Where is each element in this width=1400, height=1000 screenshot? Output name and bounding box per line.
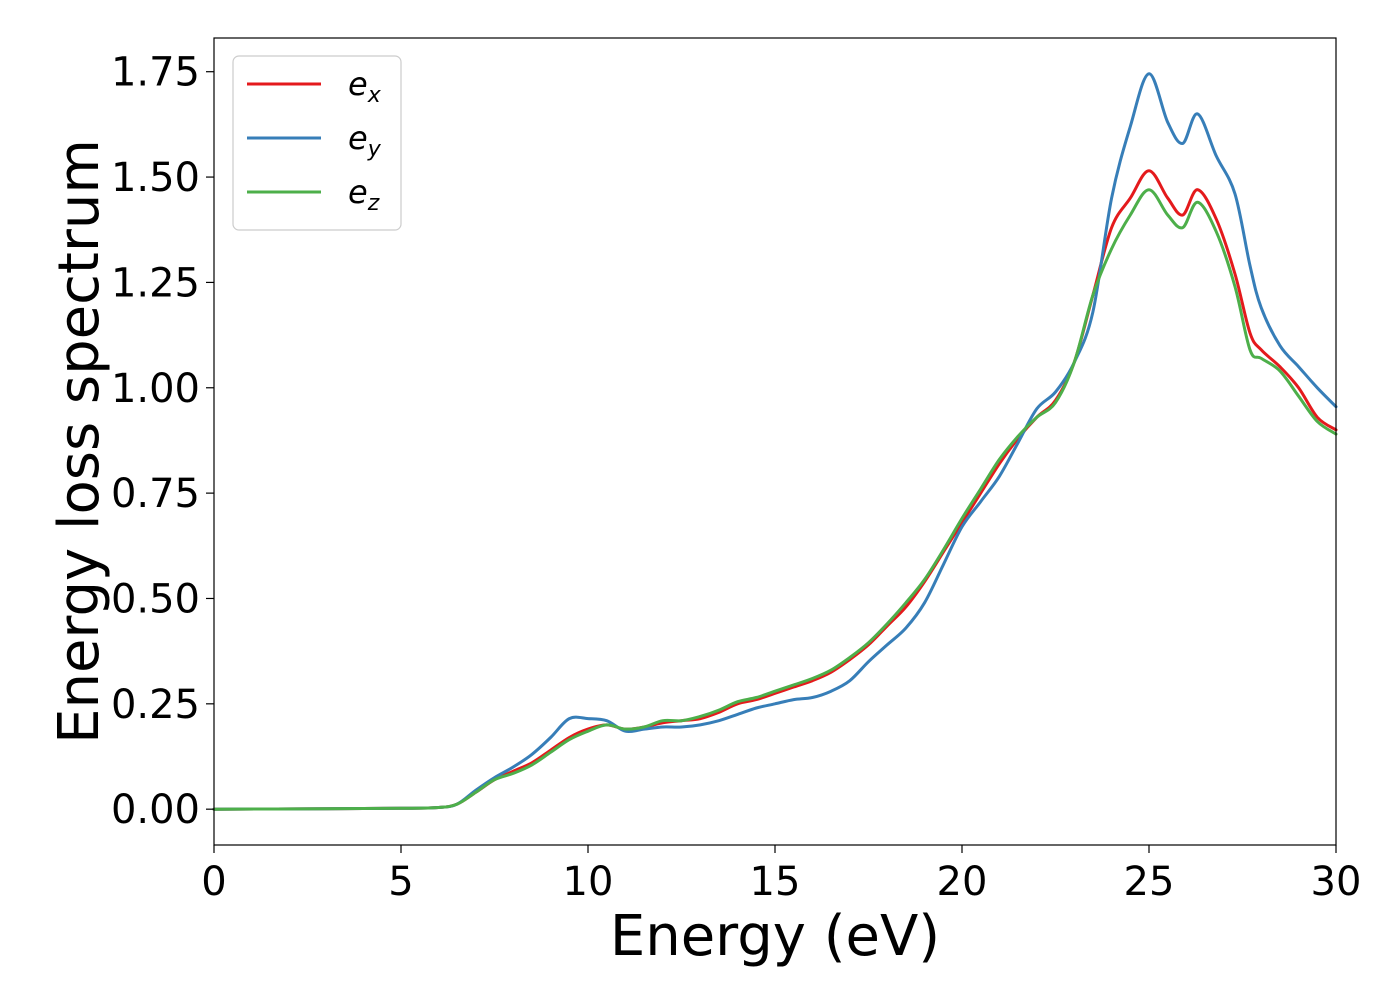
legend-label-z: ez xyxy=(348,173,380,216)
y-axis: 0.00 0.25 0.50 0.75 1.00 1.25 1.50 1.75 xyxy=(111,50,214,833)
y-tick-label: 0.00 xyxy=(111,787,200,833)
x-tick-label: 20 xyxy=(937,859,988,905)
x-tick-label: 30 xyxy=(1311,859,1362,905)
y-tick-label: 1.25 xyxy=(111,260,200,306)
legend-label-x: ex xyxy=(348,65,382,108)
series-line-x xyxy=(212,169,1338,811)
x-axis: 0 5 10 15 20 25 30 xyxy=(201,845,1361,905)
y-tick-label: 0.75 xyxy=(111,471,200,517)
x-tick-label: 15 xyxy=(750,859,801,905)
y-tick-label: 1.50 xyxy=(111,155,200,201)
y-tick-label: 1.75 xyxy=(111,50,200,96)
x-tick-label: 25 xyxy=(1124,859,1175,905)
y-tick-label: 1.00 xyxy=(111,366,200,412)
y-tick-label: 0.50 xyxy=(111,576,200,622)
x-axis-title: Energy (eV) xyxy=(610,904,940,969)
x-tick-label: 5 xyxy=(388,859,413,905)
series-line-y xyxy=(212,72,1338,811)
x-tick-label: 10 xyxy=(563,859,614,905)
y-tick-label: 0.25 xyxy=(111,682,200,728)
legend-label-y: ey xyxy=(348,119,382,162)
series-line-z xyxy=(212,188,1338,811)
y-axis-title: Energy loss spectrum xyxy=(47,139,112,744)
legend: ex ey ez xyxy=(232,55,402,231)
legend-box xyxy=(232,55,402,231)
series-layer xyxy=(212,72,1338,811)
x-tick-label: 0 xyxy=(201,859,226,905)
